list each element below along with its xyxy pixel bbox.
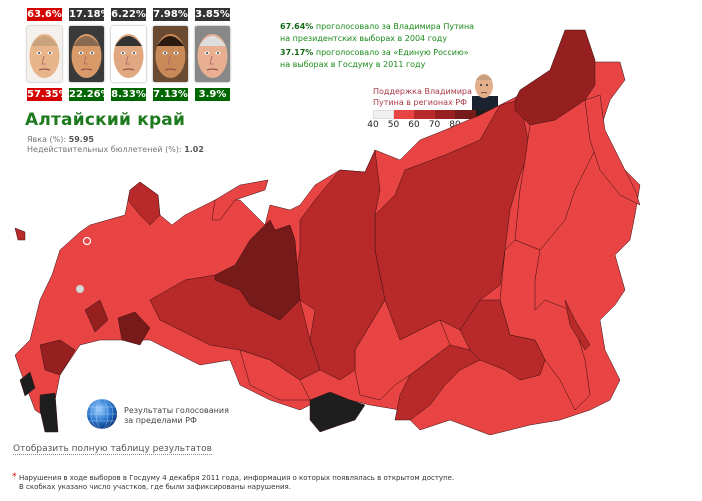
map-region[interactable] — [564, 299, 591, 351]
result-2012-badge: 22.26% — [69, 88, 111, 101]
map-region[interactable] — [214, 219, 301, 321]
map-region[interactable] — [584, 94, 641, 206]
result-2004-badge: 6.22% — [111, 8, 146, 21]
map-region[interactable] — [294, 149, 386, 381]
result-2004-badge: 17.18% — [69, 8, 111, 21]
legend-swatch — [414, 110, 435, 119]
asterisk-icon: * — [12, 472, 17, 482]
footnote-line: В скобках указано число участков, где бы… — [19, 483, 291, 491]
legend-tick: 70 — [428, 120, 441, 130]
map-region[interactable] — [211, 179, 269, 221]
result-2012-badge: 3.9% — [195, 88, 230, 101]
result-2012-badge: 8.33% — [111, 88, 146, 101]
result-2012-badge: 57.35% — [27, 88, 69, 101]
legend-caption: Поддержка Владимира Путина в регионах РФ — [373, 86, 472, 108]
map-region[interactable] — [117, 311, 151, 346]
legend-caption-line: Путина в регионах РФ — [373, 98, 467, 107]
invalid-label: Недействительных бюллетеней (%): — [27, 145, 182, 154]
fact-value: 67.64% — [280, 22, 314, 31]
result-2004-badge: 3.85% — [195, 8, 230, 21]
globe-icon[interactable] — [86, 398, 120, 432]
portrait-icon — [113, 34, 144, 78]
candidate-portrait-mironov[interactable] — [195, 26, 230, 82]
portrait-icon — [197, 34, 228, 78]
show-full-table-link[interactable]: Отобразить полную таблицу результатов — [13, 444, 212, 455]
legend-caption-line: Поддержка Владимира — [373, 87, 472, 96]
portrait-icon — [29, 34, 60, 78]
candidate-portrait-putin[interactable] — [27, 26, 62, 82]
map-region[interactable] — [514, 29, 596, 126]
turnout-value: 59.95 — [68, 135, 94, 144]
map-region[interactable] — [19, 371, 36, 397]
result-2004-badge: 7.98% — [153, 8, 188, 21]
legend-swatch — [455, 110, 476, 119]
legend-tick: 80 — [449, 120, 461, 130]
city-marker-icon[interactable] — [82, 236, 92, 246]
portrait-icon — [71, 34, 102, 78]
abroad-line: за пределами РФ — [124, 416, 197, 425]
legend-swatch — [434, 110, 456, 119]
invalid-stat: Недействительных бюллетеней (%): 1.02 — [27, 145, 204, 154]
map-region[interactable] — [14, 227, 26, 241]
invalid-value: 1.02 — [184, 145, 204, 154]
map-region[interactable] — [127, 181, 161, 226]
putin-avatar-icon — [472, 74, 498, 110]
fact-value: 37.17% — [280, 48, 314, 57]
legend-tick: 40 — [367, 120, 379, 130]
legend-tick: 60 — [408, 120, 420, 130]
footnote-line: Нарушения в ходе выборов в Госдуму 4 дек… — [19, 474, 455, 482]
abroad-line: Результаты голосования — [124, 406, 229, 415]
map-region[interactable] — [39, 392, 59, 433]
map-region[interactable] — [514, 99, 596, 251]
candidate-portrait-zyuganov[interactable] — [69, 26, 104, 82]
fact-2011: 37.17% проголосовало за «Единую Россию» … — [280, 47, 480, 71]
candidate-portrait-zhirinovsky[interactable] — [111, 26, 146, 82]
candidate-portrait-prokhorov[interactable] — [153, 26, 188, 82]
city-marker-icon[interactable] — [75, 284, 85, 294]
fact-2004: 67.64% проголосовало за Владимира Путина… — [280, 21, 480, 45]
legend-swatch — [393, 110, 415, 119]
turnout-stat: Явка (%): 59.95 — [27, 135, 94, 144]
fact-text: проголосовало за Владимира Путина на пре… — [280, 22, 475, 43]
legend-tick: 50 — [387, 120, 400, 130]
portrait-icon — [155, 34, 186, 78]
result-2004-badge: 63.6% — [27, 8, 62, 21]
map-region[interactable] — [39, 339, 76, 376]
map-region[interactable] — [309, 391, 366, 433]
map-region[interactable] — [394, 344, 481, 421]
map-region[interactable] — [84, 299, 109, 333]
abroad-results-link[interactable]: Результаты голосования за пределами РФ — [124, 406, 229, 426]
turnout-label: Явка (%): — [27, 135, 67, 144]
result-2012-badge: 7.13% — [153, 88, 188, 101]
region-title: Алтайский край — [25, 110, 186, 130]
fact-text: проголосовало за «Единую Россию» на выбо… — [280, 48, 469, 69]
